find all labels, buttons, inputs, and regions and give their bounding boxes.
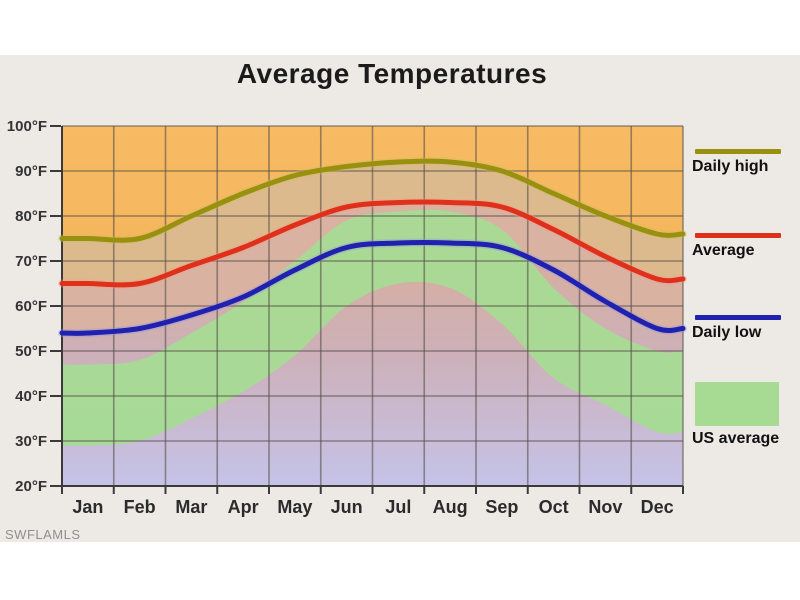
legend-item-us-average: US average [692,382,798,448]
legend-label-average: Average [692,242,755,259]
daily-low-line-swatch [695,315,781,320]
legend-label-daily-high: Daily high [692,158,769,175]
legend-item-daily-low: Daily low [692,315,798,342]
chart-title: Average Temperatures [236,58,548,89]
svg-text:100°F: 100°F [7,118,47,135]
svg-text:May: May [277,497,312,517]
svg-text:40°F: 40°F [15,388,47,405]
svg-text:70°F: 70°F [15,253,47,270]
svg-text:Dec: Dec [641,497,674,517]
chart-legend: Daily high Average Daily low US average [692,0,798,600]
watermark: SWFLAMLS [5,527,81,542]
svg-text:Jul: Jul [385,497,411,517]
svg-text:Jun: Jun [331,497,363,517]
svg-text:90°F: 90°F [15,163,47,180]
svg-text:Apr: Apr [228,497,259,517]
svg-text:Sep: Sep [485,497,518,517]
average-line-swatch [695,233,781,238]
svg-text:60°F: 60°F [15,298,47,315]
svg-text:Feb: Feb [124,497,156,517]
svg-text:Jan: Jan [72,497,103,517]
svg-text:Nov: Nov [588,497,622,517]
svg-text:50°F: 50°F [15,343,47,360]
svg-text:Aug: Aug [433,497,468,517]
svg-text:80°F: 80°F [15,208,47,225]
svg-text:30°F: 30°F [15,433,47,450]
us-average-area-swatch [695,382,779,426]
svg-text:20°F: 20°F [15,478,47,495]
legend-label-daily-low: Daily low [692,324,762,341]
legend-item-daily-high: Daily high [692,149,798,176]
svg-text:Mar: Mar [175,497,207,517]
legend-label-us-average: US average [692,430,780,447]
legend-item-average: Average [692,233,798,260]
daily-high-line-swatch [695,149,781,154]
svg-text:Oct: Oct [539,497,569,517]
